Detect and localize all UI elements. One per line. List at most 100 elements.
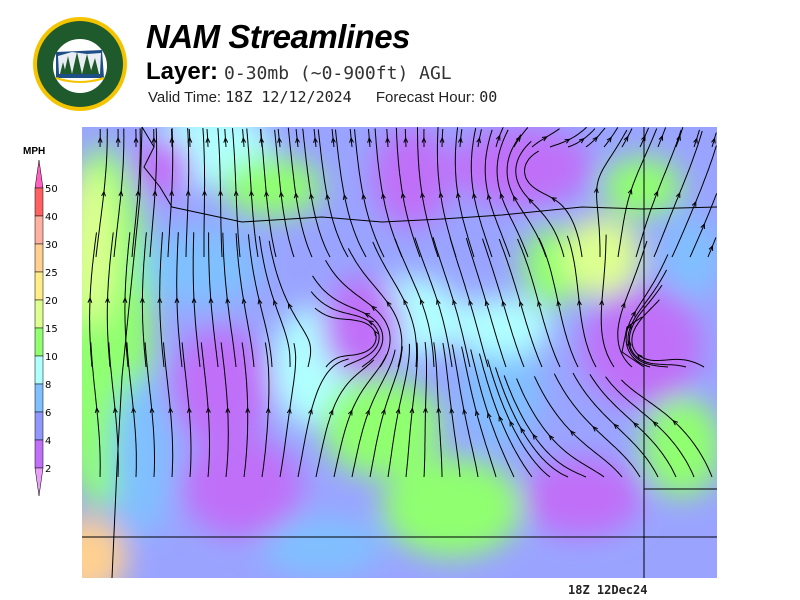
streamline-arrow [293, 192, 299, 199]
streamline [333, 354, 388, 478]
streamline-arrow [365, 408, 370, 416]
streamline-arrow [386, 300, 392, 307]
streamline-arrow [691, 200, 697, 207]
streamline-arrow [105, 296, 110, 303]
streamline [639, 127, 650, 148]
streamline-arrow [613, 423, 619, 430]
legend-tick-label: 15 [45, 324, 58, 335]
streamline-arrow [569, 430, 576, 436]
streamline-arrow [325, 193, 331, 200]
streamline-arrow [342, 193, 348, 200]
streamline-arrow [94, 406, 100, 414]
streamline [423, 342, 427, 478]
streamline [167, 128, 174, 258]
streamline-arrow [385, 136, 391, 143]
streamline [657, 127, 667, 148]
legend-swatch [34, 327, 44, 357]
layer-label: Layer: [146, 58, 219, 85]
streamline [621, 379, 713, 478]
streamline-arrow [205, 136, 211, 143]
streamline-arrow [328, 408, 334, 416]
streamline-arrow [381, 192, 386, 200]
streamline [442, 343, 461, 478]
streamline-arrow [223, 136, 229, 143]
streamline [208, 232, 219, 368]
streamline-arrow [168, 406, 174, 414]
streamline-arrow [233, 189, 239, 196]
streamline-arrow [486, 193, 492, 200]
streamline-arrow [578, 137, 585, 144]
streamline-arrow [438, 191, 444, 198]
legend-unit: MPH [23, 146, 46, 157]
valid-time-row: Valid Time: 18Z 12/12/2024 Forecast Hour… [148, 88, 497, 106]
streamline-arrow [476, 136, 481, 144]
streamline-arrow [495, 134, 501, 141]
chart-title: NAM Streamlines [146, 18, 410, 55]
streamline-arrow [97, 136, 103, 143]
layer-row: Layer: 0-30mb (~0-900ft) AGL [146, 58, 452, 86]
streamline-arrow [245, 406, 251, 413]
streamline [261, 342, 270, 478]
streamline [200, 342, 210, 478]
streamline-arrow [403, 136, 409, 143]
streamline-arrow [264, 190, 269, 197]
streamline [159, 232, 165, 368]
streamline [600, 234, 615, 368]
streamline-arrow [169, 136, 175, 143]
streamline [487, 359, 551, 478]
streamline [707, 237, 717, 258]
streamline-arrow [592, 136, 599, 142]
streamline-arrow [632, 422, 639, 428]
streamline-arrow [113, 406, 118, 414]
streamline-arrow [423, 406, 428, 413]
streamlines [87, 127, 717, 478]
streamline-arrow [403, 298, 409, 306]
streamline-arrow [641, 134, 646, 142]
streamline-arrow [513, 195, 518, 202]
streamline-arrow [436, 298, 441, 305]
streamline [279, 343, 297, 478]
streamline-arrow [419, 298, 425, 305]
streamline-arrow [241, 297, 247, 304]
streamline-arrow [592, 425, 598, 432]
streamline-map[interactable] [82, 127, 717, 578]
streamline-arrow [308, 408, 313, 415]
streamline-arrow [218, 189, 223, 196]
streamline-arrow [225, 406, 231, 413]
streamline-arrow [273, 299, 278, 306]
streamline-arrow [449, 407, 455, 414]
streamline [312, 275, 384, 368]
legend-swatch [34, 299, 44, 329]
streamline [589, 373, 677, 478]
streamline [95, 128, 108, 258]
streamline [176, 232, 183, 368]
streamline [451, 344, 479, 478]
streamline [495, 127, 504, 148]
legend-tick-label: 50 [45, 184, 58, 195]
streamline [495, 367, 569, 478]
streamline-arrow [131, 406, 137, 414]
streamline [478, 353, 533, 478]
streamline-arrow [472, 192, 477, 199]
streamline-arrow [118, 190, 124, 197]
color-legend: MPH 50 40 30 25 20 15 10 8 6 4 2 [0, 140, 80, 510]
streamline-arrow [135, 190, 141, 197]
streamline [131, 128, 141, 258]
streamline-arrow [556, 299, 562, 307]
streamline [149, 128, 158, 258]
streamline-arrow [474, 409, 480, 416]
streamline [503, 375, 587, 478]
legend-tick-label: 20 [45, 296, 58, 307]
streamline-arrow [537, 300, 542, 307]
streamline [144, 342, 155, 478]
streamline [627, 269, 669, 368]
streamline-arrow [122, 296, 128, 303]
streamline-arrow [295, 136, 300, 143]
streamline-arrow [623, 135, 629, 142]
streamline-arrow [599, 299, 605, 306]
legend-tick-label: 4 [45, 436, 51, 447]
streamline [217, 128, 223, 258]
streamline-arrow [363, 312, 371, 318]
streamline [531, 128, 560, 148]
streamline-arrow [439, 136, 445, 143]
